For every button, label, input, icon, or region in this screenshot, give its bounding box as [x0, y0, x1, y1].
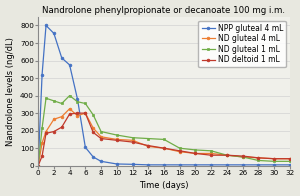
ND gluteal 4 mL — [131, 139, 134, 142]
ND gluteal 4 mL — [162, 147, 166, 149]
Legend: NPP gluteal 4 mL, ND gluteal 4 mL, ND gluteal 1 mL, ND deltoid 1 mL: NPP gluteal 4 mL, ND gluteal 4 mL, ND gl… — [199, 21, 286, 67]
ND gluteal 4 mL — [52, 118, 56, 121]
ND gluteal 1 mL — [194, 149, 197, 151]
NPP gluteal 4 mL — [146, 164, 150, 166]
NPP gluteal 4 mL — [83, 146, 87, 149]
ND gluteal 1 mL — [115, 134, 119, 136]
NPP gluteal 4 mL — [68, 64, 71, 66]
ND gluteal 1 mL — [256, 159, 260, 162]
ND deltoid 1 mL — [36, 165, 40, 167]
ND deltoid 1 mL — [115, 139, 119, 142]
ND gluteal 1 mL — [44, 97, 48, 99]
NPP gluteal 4 mL — [209, 164, 213, 166]
ND gluteal 1 mL — [272, 160, 276, 162]
NPP gluteal 4 mL — [115, 163, 119, 165]
ND gluteal 1 mL — [146, 137, 150, 140]
Title: Nandrolone phenylpropionate or decanoate 100 mg i.m.: Nandrolone phenylpropionate or decanoate… — [43, 5, 286, 15]
ND deltoid 1 mL — [241, 155, 244, 157]
NPP gluteal 4 mL — [36, 165, 40, 167]
ND deltoid 1 mL — [162, 147, 166, 149]
ND gluteal 1 mL — [83, 102, 87, 105]
ND deltoid 1 mL — [60, 126, 64, 128]
NPP gluteal 4 mL — [40, 73, 44, 76]
ND deltoid 1 mL — [146, 144, 150, 147]
ND gluteal 1 mL — [68, 94, 71, 97]
ND gluteal 4 mL — [288, 158, 292, 160]
NPP gluteal 4 mL — [44, 24, 48, 27]
ND gluteal 4 mL — [36, 165, 40, 167]
ND deltoid 1 mL — [99, 137, 103, 140]
ND gluteal 4 mL — [40, 142, 44, 144]
ND gluteal 4 mL — [83, 112, 87, 114]
Line: ND deltoid 1 mL: ND deltoid 1 mL — [37, 112, 291, 167]
ND deltoid 1 mL — [131, 141, 134, 143]
ND gluteal 4 mL — [60, 115, 64, 118]
ND gluteal 1 mL — [241, 156, 244, 158]
ND deltoid 1 mL — [44, 132, 48, 134]
ND gluteal 4 mL — [209, 152, 213, 155]
Line: NPP gluteal 4 mL: NPP gluteal 4 mL — [37, 24, 291, 167]
Line: ND gluteal 4 mL: ND gluteal 4 mL — [37, 107, 291, 167]
NPP gluteal 4 mL — [99, 160, 103, 162]
ND gluteal 4 mL — [115, 138, 119, 141]
ND gluteal 1 mL — [131, 136, 134, 139]
ND gluteal 1 mL — [162, 138, 166, 141]
ND gluteal 4 mL — [241, 156, 244, 158]
ND deltoid 1 mL — [225, 154, 229, 156]
NPP gluteal 4 mL — [131, 163, 134, 165]
ND gluteal 4 mL — [92, 127, 95, 129]
ND deltoid 1 mL — [272, 158, 276, 160]
NPP gluteal 4 mL — [60, 57, 64, 59]
ND gluteal 1 mL — [288, 160, 292, 162]
ND gluteal 4 mL — [146, 145, 150, 148]
ND deltoid 1 mL — [178, 150, 181, 152]
ND gluteal 4 mL — [272, 158, 276, 160]
ND gluteal 4 mL — [256, 157, 260, 159]
ND deltoid 1 mL — [92, 131, 95, 134]
ND gluteal 1 mL — [60, 102, 64, 105]
ND gluteal 1 mL — [209, 150, 213, 152]
ND gluteal 1 mL — [52, 100, 56, 102]
ND gluteal 4 mL — [99, 136, 103, 138]
ND deltoid 1 mL — [76, 112, 79, 114]
ND gluteal 4 mL — [194, 152, 197, 155]
ND deltoid 1 mL — [209, 154, 213, 156]
NPP gluteal 4 mL — [241, 164, 244, 166]
ND gluteal 1 mL — [225, 154, 229, 156]
ND deltoid 1 mL — [68, 113, 71, 115]
NPP gluteal 4 mL — [52, 32, 56, 34]
ND gluteal 1 mL — [36, 165, 40, 167]
ND gluteal 1 mL — [76, 101, 79, 103]
ND deltoid 1 mL — [256, 157, 260, 159]
X-axis label: Time (days): Time (days) — [139, 181, 189, 191]
ND gluteal 1 mL — [40, 127, 44, 129]
ND deltoid 1 mL — [288, 158, 292, 160]
ND gluteal 4 mL — [225, 154, 229, 156]
NPP gluteal 4 mL — [256, 164, 260, 166]
ND deltoid 1 mL — [52, 130, 56, 133]
NPP gluteal 4 mL — [178, 164, 181, 166]
ND gluteal 1 mL — [178, 147, 181, 149]
NPP gluteal 4 mL — [194, 164, 197, 166]
ND gluteal 1 mL — [99, 130, 103, 133]
NPP gluteal 4 mL — [76, 98, 79, 100]
Line: ND gluteal 1 mL: ND gluteal 1 mL — [37, 94, 291, 167]
NPP gluteal 4 mL — [162, 164, 166, 166]
ND gluteal 4 mL — [68, 108, 71, 110]
ND deltoid 1 mL — [40, 155, 44, 157]
Y-axis label: Nandrolone levels (ng/dL): Nandrolone levels (ng/dL) — [6, 37, 15, 146]
NPP gluteal 4 mL — [288, 164, 292, 166]
ND gluteal 4 mL — [44, 130, 48, 133]
NPP gluteal 4 mL — [92, 156, 95, 158]
ND gluteal 4 mL — [178, 151, 181, 153]
ND gluteal 4 mL — [76, 115, 79, 117]
ND deltoid 1 mL — [83, 112, 87, 114]
NPP gluteal 4 mL — [272, 164, 276, 166]
NPP gluteal 4 mL — [225, 164, 229, 166]
ND gluteal 1 mL — [92, 114, 95, 116]
ND deltoid 1 mL — [194, 152, 197, 155]
